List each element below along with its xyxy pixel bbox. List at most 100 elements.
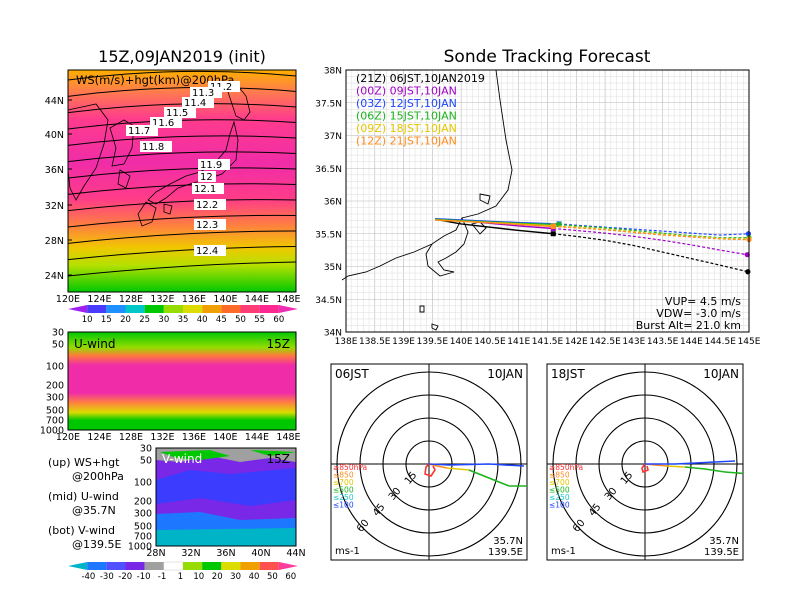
track-legend-entry: (00Z) 09JST,10JAN <box>356 85 457 98</box>
burst-marker <box>550 224 556 230</box>
lat-tick-label: 24N <box>45 271 64 282</box>
wind-colorbar-label: -40 <box>81 572 95 582</box>
lat-tick-label: 37.5N <box>315 99 342 109</box>
u-lon-axis: 120E 124E 128E 132E 136E 140E 144E 148E <box>56 432 301 443</box>
contour-label: 11.7 <box>128 126 150 137</box>
lon-tick-label: 140.5E <box>474 337 506 347</box>
lat-tick-label: 44N <box>286 548 305 559</box>
panel-legend: (up) WS+hgt @200hPa (mid) U-wind @35.7N … <box>48 456 124 551</box>
track-legend-entry: (06Z) 15JST,10JAN <box>356 110 457 123</box>
contour-label-box <box>194 199 226 210</box>
track-lon-axis: 138E 138.5E 139E 139.5E 140E 140.5E 141E 141.5E… <box>335 337 761 347</box>
level-legend-entry: ≤100 <box>333 501 354 510</box>
legend-bot-line2: @139.5E <box>72 538 121 551</box>
wind-colorbar-swatch <box>259 562 279 570</box>
lon-tick-label: 140E <box>213 432 237 443</box>
u-wind-frame <box>67 331 297 431</box>
map-variable-label: WS(m/s)+hgt(km)@200hPa <box>76 73 234 87</box>
lat-tick-label: 32N <box>181 548 200 559</box>
tracking-title: Sonde Tracking Forecast <box>444 47 651 67</box>
contour-label-box <box>126 125 158 136</box>
level-legend-entry: ≥850hPa <box>549 463 583 472</box>
wind-colorbar-swatch <box>125 562 145 570</box>
lon-tick-label: 120E <box>56 432 80 443</box>
lon-tick-label: 124E <box>87 432 111 443</box>
lat-tick-label: 32N <box>45 201 64 212</box>
v-wind-cyan <box>156 528 296 546</box>
pressure-tick-label: 1000 <box>40 426 64 437</box>
lat-tick-label: 36N <box>324 198 342 208</box>
hodograph-time: 18JST <box>551 367 585 381</box>
pressure-tick-label: 100 <box>134 478 152 489</box>
pressure-tick-label: 30 <box>52 328 64 339</box>
lon-tick-label: 132E <box>150 294 174 305</box>
contour-label: 11.8 <box>142 142 164 153</box>
ws-colorbar: 10 15 20 25 30 35 40 45 50 55 60 <box>68 305 298 325</box>
oshima-island <box>479 193 491 205</box>
wind-colorbar: -40 -30 -20 -10 -1 1 10 20 30 40 50 60 <box>68 561 298 582</box>
lon-tick-label: 124E <box>87 294 111 305</box>
u-wind-label: U-wind <box>74 337 115 351</box>
burst-alt-text: Burst Alt= 21.0 km <box>636 319 741 332</box>
wind-colorbar-label: 50 <box>267 572 278 582</box>
ws-colorbar-label: 40 <box>197 315 208 325</box>
ws-map: WS(m/s)+hgt(km)@200hPa 11.211.311.411.51… <box>45 69 301 305</box>
height-contour-line <box>67 246 297 261</box>
hodograph-date: 10JAN <box>487 367 523 381</box>
hodograph-line <box>446 467 470 471</box>
wind-colorbar-label: 40 <box>249 572 260 582</box>
ws-colorbar-swatch <box>259 305 279 313</box>
lat-tick-label: 36N <box>45 165 64 176</box>
track-lat-axis: 38N 37.5N 37N 36.5N 36N 35.5N 35N 34.5N 34N <box>315 67 342 339</box>
contour-label: 12.2 <box>196 200 218 211</box>
hodograph-line <box>645 460 736 465</box>
level-legend-entry: ≤250 <box>333 493 354 502</box>
lon-tick-label: 139E <box>392 337 415 347</box>
pressure-tick-label: 200 <box>134 497 152 508</box>
v-wind-time: 15Z <box>267 452 291 466</box>
lon-tick-label: 148E <box>276 432 300 443</box>
v-wind-blue <box>156 468 296 506</box>
lon-tick-label: 143E <box>622 337 645 347</box>
contour-label: 11.3 <box>192 88 214 99</box>
track-legend-entry: (21Z) 06JST,10JAN2019 <box>356 72 485 85</box>
legend-bot-line1: (bot) V-wind <box>48 524 115 537</box>
level-legend-entry: ≥850hPa <box>333 463 367 472</box>
lon-tick-label: 141E <box>507 337 530 347</box>
height-contour-line <box>67 214 297 228</box>
lon-tick-label: 128E <box>119 432 143 443</box>
lon-tick-label: 141.5E <box>532 337 564 347</box>
ws-colorbar-swatch <box>202 305 222 313</box>
level-legend-entry: ≤850 <box>333 471 354 480</box>
legend-up-line1: (up) WS+hgt <box>48 456 120 469</box>
hodograph-lon: 139.5E <box>488 547 523 558</box>
wind-colorbar-swatch <box>106 562 126 570</box>
wind-colorbar-swatch <box>87 562 107 570</box>
hodograph-line <box>666 465 686 468</box>
track-ascent-line <box>435 218 554 235</box>
track-lines <box>435 217 752 275</box>
track-ascent-line <box>435 219 554 228</box>
lat-tick-label: 36.5N <box>315 165 342 175</box>
ws-colorbar-label: 60 <box>273 315 284 325</box>
pressure-tick-label: 700 <box>134 532 152 543</box>
pressure-tick-label: 1000 <box>128 542 152 553</box>
lon-tick-label: 140E <box>450 337 473 347</box>
wind-colorbar-swatch <box>183 562 203 570</box>
contour-label-box <box>208 81 240 92</box>
ws-colorbar-swatch <box>240 305 260 313</box>
ws-colorbar-swatch <box>163 305 183 313</box>
height-contour-line <box>67 183 297 195</box>
landing-marker <box>745 231 752 237</box>
lat-tick-label: 34N <box>324 329 342 339</box>
wind-colorbar-swatch <box>163 561 184 571</box>
lat-tick-label: 44N <box>45 96 64 107</box>
vdw-text: VDW= -3.0 m/s <box>656 307 741 320</box>
ws-colorbar-label: 45 <box>216 315 227 325</box>
hodograph-line <box>428 463 525 467</box>
ws-colorbar-swatch <box>106 305 126 313</box>
